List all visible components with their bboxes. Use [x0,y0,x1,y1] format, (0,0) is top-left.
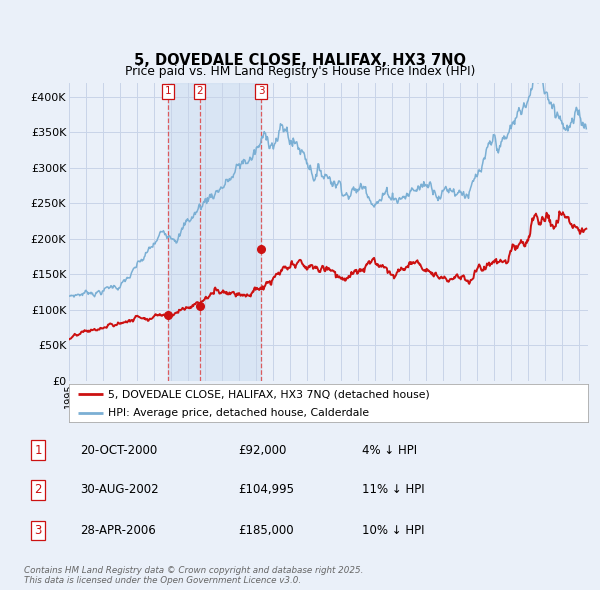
Text: 28-APR-2006: 28-APR-2006 [80,524,156,537]
Text: 20-OCT-2000: 20-OCT-2000 [80,444,158,457]
Text: £185,000: £185,000 [238,524,294,537]
Text: 5, DOVEDALE CLOSE, HALIFAX, HX3 7NQ: 5, DOVEDALE CLOSE, HALIFAX, HX3 7NQ [134,53,466,68]
Bar [167,83,262,381]
Text: 10% ↓ HPI: 10% ↓ HPI [362,524,425,537]
Text: 1: 1 [34,444,42,457]
Text: 3: 3 [258,86,265,96]
Text: 30-AUG-2002: 30-AUG-2002 [80,483,159,496]
Text: £92,000: £92,000 [238,444,287,457]
Text: 2: 2 [196,86,203,96]
Text: 3: 3 [34,524,42,537]
Text: 2: 2 [34,483,42,496]
Text: 4% ↓ HPI: 4% ↓ HPI [362,444,418,457]
Text: Contains HM Land Registry data © Crown copyright and database right 2025.
This d: Contains HM Land Registry data © Crown c… [24,566,364,585]
Text: 1: 1 [164,86,171,96]
Text: 5, DOVEDALE CLOSE, HALIFAX, HX3 7NQ (detached house): 5, DOVEDALE CLOSE, HALIFAX, HX3 7NQ (det… [108,389,430,399]
Text: £104,995: £104,995 [238,483,295,496]
Text: HPI: Average price, detached house, Calderdale: HPI: Average price, detached house, Cald… [108,408,369,418]
Text: Price paid vs. HM Land Registry's House Price Index (HPI): Price paid vs. HM Land Registry's House … [125,65,475,78]
Text: 11% ↓ HPI: 11% ↓ HPI [362,483,425,496]
